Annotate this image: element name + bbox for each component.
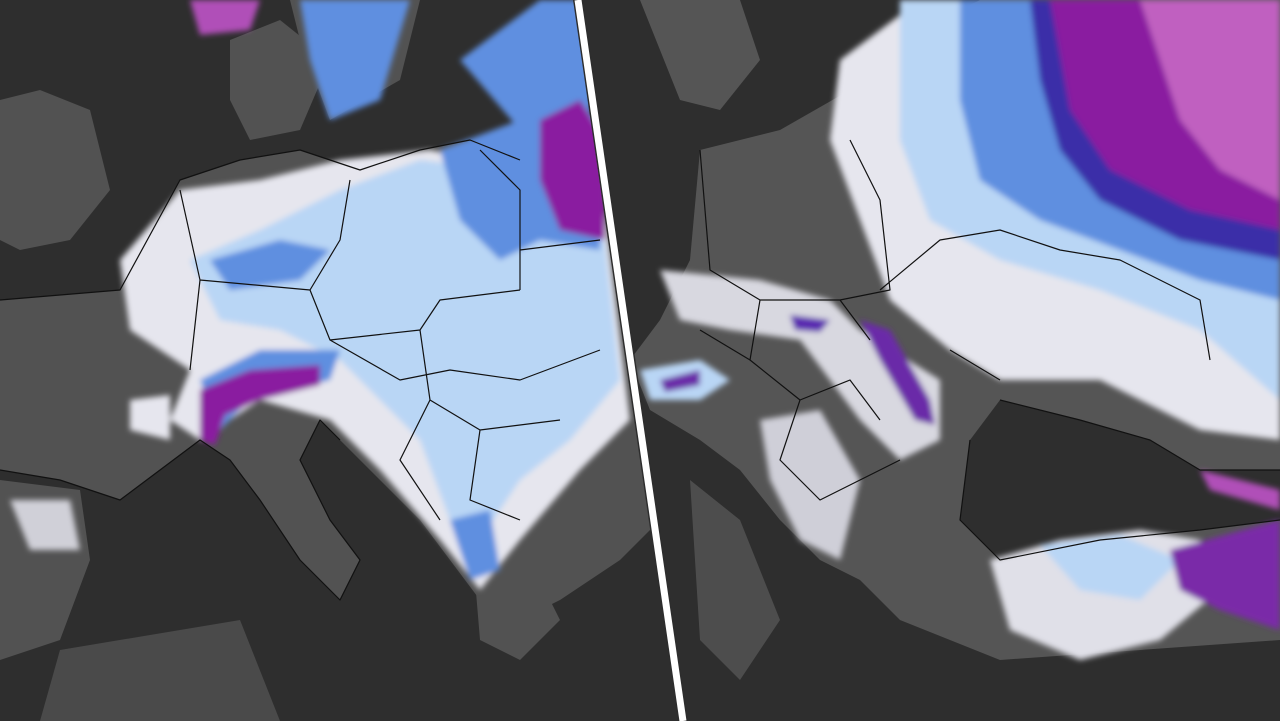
snow-light: [130, 395, 170, 440]
left-map: [0, 0, 678, 721]
snow-light: [660, 270, 940, 460]
snow-purple: [660, 370, 700, 392]
snow-light: [760, 410, 860, 560]
snow-purple: [540, 100, 605, 240]
snow-purple: [790, 315, 830, 332]
land: [640, 0, 760, 110]
land: [0, 90, 110, 250]
divider: [574, 0, 687, 721]
coastline: [959, 399, 1280, 561]
snow-magenta: [190, 0, 260, 35]
snow-purple: [200, 365, 320, 445]
snow-purple: [860, 320, 935, 425]
snow-blue: [210, 240, 330, 290]
snow-magenta: [1200, 470, 1280, 510]
snow-light-blue: [1040, 535, 1180, 600]
snow-magenta: [1140, 0, 1280, 200]
coastline: [0, 139, 521, 601]
right-map: [583, 0, 1280, 721]
snow-blue: [300, 0, 410, 120]
snow-purple: [1170, 520, 1280, 630]
snow-blue: [460, 0, 600, 130]
land: [40, 620, 280, 721]
snow-light: [10, 500, 80, 550]
snow-blue: [450, 510, 500, 580]
border: [179, 149, 601, 521]
border: [699, 139, 1211, 501]
land: [690, 480, 780, 680]
